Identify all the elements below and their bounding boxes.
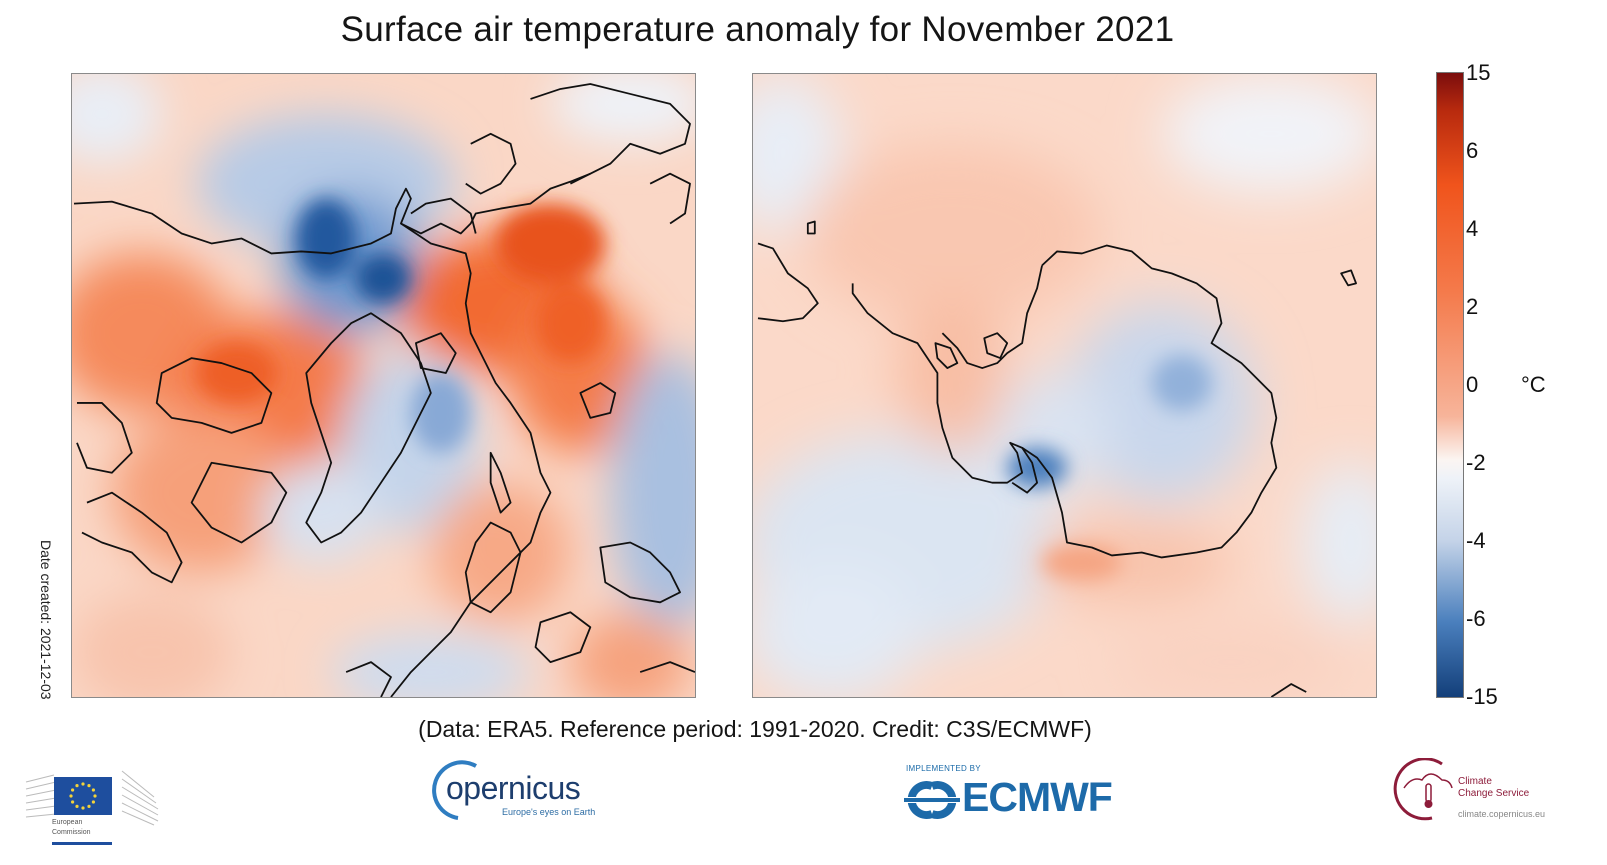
colorbar-tick-label: 2 (1466, 294, 1479, 319)
arctic-anomaly-map (71, 73, 696, 698)
copernicus-logo: opernicus Europe's eyes on Earth (428, 760, 608, 822)
colorbar-unit-label: °C (1521, 372, 1546, 397)
colorbar (1436, 72, 1464, 698)
eu-star-icon (71, 788, 75, 792)
ecmwf-implemented-by: IMPLEMENTED BY (906, 764, 981, 773)
antarctic-coastlines (757, 220, 1357, 697)
data-credit-caption: (Data: ERA5. Reference period: 1991-2020… (418, 716, 1092, 742)
arctic-coastlines (73, 83, 695, 697)
colorbar-tick-label: -4 (1466, 528, 1486, 553)
antarctic-strong-anomalies (1007, 355, 1212, 581)
ecmwf-logo: IMPLEMENTED BY ECMWF (900, 764, 1140, 822)
ecmwf-wordmark: ECMWF (962, 774, 1113, 820)
thermometer-cloud-icon (1393, 758, 1453, 821)
arctic-strong-anomalies (196, 198, 606, 453)
eu-star-icon (75, 804, 79, 808)
figure-title: Surface air temperature anomaly for Nove… (340, 10, 1175, 49)
eu-logo-line1: European (52, 819, 83, 826)
eu-star-icon (81, 806, 85, 810)
eu-star-icon (69, 794, 73, 798)
eu-star-icon (71, 800, 75, 804)
eu-star-icon (87, 784, 91, 788)
colorbar-tick-label: -6 (1466, 606, 1486, 631)
date-created-label: Date created: 2021-12-03 (38, 540, 54, 700)
colorbar-tick-label: -2 (1466, 450, 1486, 475)
colorbar-tick-label: 4 (1466, 216, 1479, 241)
eu-star-icon (91, 788, 95, 792)
eu-star-icon (75, 784, 79, 788)
colorbar-tick-label: 6 (1466, 138, 1479, 163)
antarctic-anomaly-map (752, 73, 1377, 698)
eu-star-icon (87, 804, 91, 808)
arctic-map-canvas (72, 74, 695, 697)
c3s-line1: Climate (1458, 776, 1492, 787)
eu-star-icon (91, 800, 95, 804)
ecmwf-symbol-icon (904, 781, 960, 819)
colorbar-tick-label: 0 (1466, 372, 1479, 397)
european-commission-logo: European Commission (24, 757, 164, 847)
antarctic-map-canvas (753, 74, 1376, 697)
colorbar-tick-label: 15 (1466, 60, 1491, 85)
eu-star-icon (93, 794, 97, 798)
c3s-url: climate.copernicus.eu (1458, 809, 1546, 819)
c3s-line2: Change Service (1458, 788, 1530, 799)
eu-star-icon (81, 782, 85, 786)
climate-change-service-logo: Climate Change Service climate.copernicu… (1392, 758, 1562, 822)
colorbar-tick-label: -15 (1466, 684, 1498, 709)
copernicus-arc-icon (432, 760, 477, 820)
eu-logo-line2: Commission (52, 829, 91, 836)
copernicus-tagline: Europe's eyes on Earth (502, 807, 596, 817)
eu-flag-icon (25, 770, 159, 845)
copernicus-wordmark: opernicus (446, 770, 581, 806)
